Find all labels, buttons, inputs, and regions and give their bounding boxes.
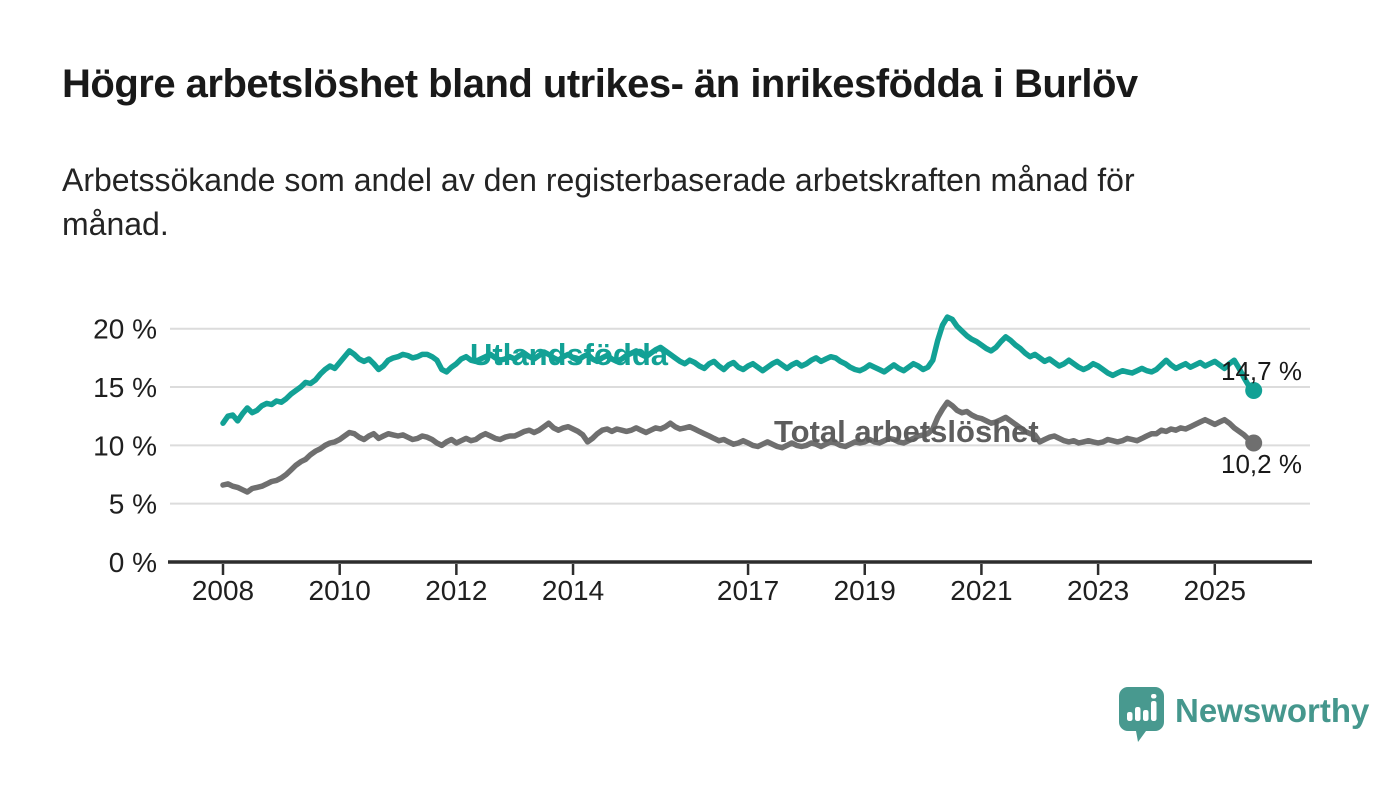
- series-label-utlandsfodda: Utlandsfödda: [470, 337, 669, 372]
- y-tick-label: 20 %: [93, 314, 157, 345]
- x-tick-label: 2017: [717, 575, 779, 606]
- page-title: Högre arbetslöshet bland utrikes- än inr…: [62, 62, 1138, 106]
- bar-chart-speech-bubble-icon: [1119, 687, 1164, 742]
- series-line-0: [220, 314, 1257, 426]
- series-label-total-arbetsloshet: Total arbetslöshet: [774, 414, 1039, 449]
- x-tick-label: 2019: [834, 575, 896, 606]
- x-tick-label: 2010: [309, 575, 371, 606]
- series-line-1: [220, 399, 1257, 495]
- end-value-utlandsfodda: 14,7 %: [1221, 356, 1302, 386]
- chart-subtitle: Arbetssökande som andel av den registerb…: [62, 162, 1135, 242]
- newsworthy-wordmark: Newsworthy: [1175, 692, 1370, 729]
- y-tick-label: 0 %: [109, 547, 157, 578]
- x-tick-label: 2023: [1067, 575, 1129, 606]
- y-tick-label: 5 %: [109, 489, 157, 520]
- x-tick-label: 2021: [950, 575, 1012, 606]
- x-tick-label: 2008: [192, 575, 254, 606]
- y-tick-label: 10 %: [93, 430, 157, 461]
- y-tick-label: 15 %: [93, 372, 157, 403]
- end-value-total-arbetsloshet: 10,2 %: [1221, 449, 1302, 479]
- x-tick-label: 2025: [1184, 575, 1246, 606]
- x-tick-label: 2014: [542, 575, 604, 606]
- series-end-dot-0: [1245, 382, 1263, 399]
- x-tick-label: 2012: [425, 575, 487, 606]
- newsworthy-logo: Newsworthy: [1117, 686, 1369, 744]
- series-end-dot-1: [1245, 434, 1263, 452]
